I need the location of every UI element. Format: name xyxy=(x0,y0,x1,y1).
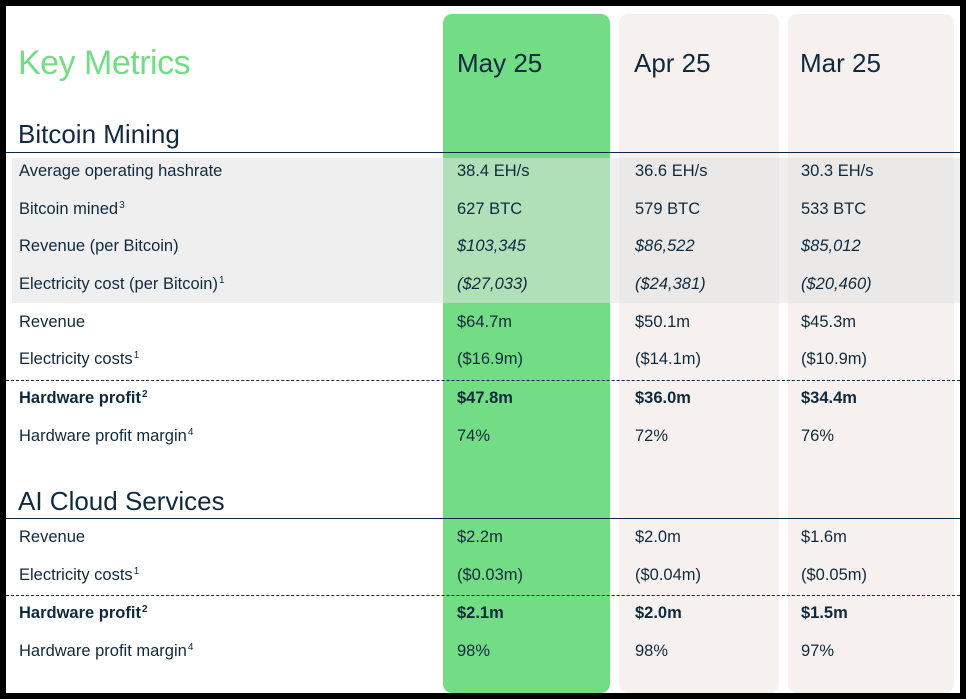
value-apr: $2.0m xyxy=(635,604,682,622)
value-may: ($27,033) xyxy=(457,275,528,293)
table-row: Hardware profit margin4 98% 98% 97% xyxy=(6,642,960,666)
section-divider xyxy=(6,152,960,153)
value-apr: ($14.1m) xyxy=(635,350,702,368)
value-mar: $34.4m xyxy=(801,389,857,407)
footnote-marker: 2 xyxy=(141,603,148,615)
value-may: ($0.03m) xyxy=(457,566,524,584)
footnote-marker: 1 xyxy=(133,349,140,361)
footnote-marker: 4 xyxy=(187,641,194,653)
value-may: $2.1m xyxy=(457,604,504,622)
section-title-ai: AI Cloud Services xyxy=(18,486,225,516)
row-label: Revenue xyxy=(19,528,86,546)
value-may: $64.7m xyxy=(457,313,513,331)
value-may: ($16.9m) xyxy=(457,350,524,368)
page-title: Key Metrics xyxy=(18,44,191,82)
value-mar: 76% xyxy=(801,427,835,445)
table-row: Hardware profit2 $47.8m $36.0m $34.4m xyxy=(6,389,960,413)
table-row: Average operating hashrate 38.4 EH/s 36.… xyxy=(6,162,960,186)
value-mar: $45.3m xyxy=(801,313,857,331)
value-apr: 98% xyxy=(635,642,669,660)
value-apr: $36.0m xyxy=(635,389,691,407)
column-header-may: May 25 xyxy=(457,48,543,78)
value-may: $2.2m xyxy=(457,528,503,546)
column-header-mar: Mar 25 xyxy=(800,48,881,78)
table-row: Revenue $2.2m $2.0m $1.6m xyxy=(6,528,960,552)
footnote-marker: 4 xyxy=(187,426,194,438)
row-label: Electricity costs1 xyxy=(19,349,140,368)
value-apr: ($0.04m) xyxy=(635,566,702,584)
row-label: Hardware profit margin4 xyxy=(19,641,194,660)
row-label: Electricity costs1 xyxy=(19,565,140,584)
row-label: Hardware profit margin4 xyxy=(19,426,194,445)
value-mar: $85,012 xyxy=(801,237,861,255)
footnote-marker: 1 xyxy=(133,565,140,577)
value-mar: 533 BTC xyxy=(801,200,867,218)
value-apr: 579 BTC xyxy=(635,200,701,218)
value-may: 627 BTC xyxy=(457,200,523,218)
value-mar: 30.3 EH/s xyxy=(801,162,874,180)
table-row: Hardware profit margin4 74% 72% 76% xyxy=(6,427,960,451)
value-mar: ($10.9m) xyxy=(801,350,868,368)
value-may: 38.4 EH/s xyxy=(457,162,530,180)
row-label: Revenue xyxy=(19,313,86,331)
value-mar: 97% xyxy=(801,642,835,660)
value-mar: ($0.05m) xyxy=(801,566,868,584)
value-mar: $1.5m xyxy=(801,604,848,622)
footnote-marker: 1 xyxy=(218,274,225,286)
table-row: Electricity cost (per Bitcoin)1 ($27,033… xyxy=(6,275,960,299)
table-row: Hardware profit2 $2.1m $2.0m $1.5m xyxy=(6,604,960,628)
table-row: Electricity costs1 ($16.9m) ($14.1m) ($1… xyxy=(6,350,960,374)
row-shading xyxy=(12,158,960,303)
subtotal-divider xyxy=(6,380,960,381)
value-may: 74% xyxy=(457,427,491,445)
row-label: Average operating hashrate xyxy=(19,162,223,180)
value-may: 98% xyxy=(457,642,491,660)
section-divider xyxy=(6,518,960,519)
subtotal-divider xyxy=(6,595,960,596)
value-mar: ($20,460) xyxy=(801,275,872,293)
value-apr: $2.0m xyxy=(635,528,681,546)
column-highlight-may xyxy=(443,14,610,693)
table-row: Revenue (per Bitcoin) $103,345 $86,522 $… xyxy=(6,237,960,261)
column-bg-apr xyxy=(619,14,779,693)
row-label: Bitcoin mined3 xyxy=(19,199,125,218)
value-mar: $1.6m xyxy=(801,528,847,546)
column-header-apr: Apr 25 xyxy=(634,48,711,78)
column-bg-mar xyxy=(788,14,954,693)
value-may: $47.8m xyxy=(457,389,513,407)
value-apr: 72% xyxy=(635,427,669,445)
value-apr: $86,522 xyxy=(635,237,695,255)
footnote-marker: 2 xyxy=(141,388,148,400)
section-title-bitcoin: Bitcoin Mining xyxy=(18,119,180,149)
table-row: Revenue $64.7m $50.1m $45.3m xyxy=(6,313,960,337)
row-label: Revenue (per Bitcoin) xyxy=(19,237,179,255)
table-row: Electricity costs1 ($0.03m) ($0.04m) ($0… xyxy=(6,566,960,590)
value-apr: ($24,381) xyxy=(635,275,706,293)
value-apr: 36.6 EH/s xyxy=(635,162,708,180)
row-label: Hardware profit2 xyxy=(19,603,148,622)
footnote-marker: 3 xyxy=(119,199,125,211)
value-may: $103,345 xyxy=(457,237,526,255)
row-label: Electricity cost (per Bitcoin)1 xyxy=(19,274,225,293)
metrics-panel: Key Metrics May 25 Apr 25 Mar 25 Bitcoin… xyxy=(6,6,960,693)
value-apr: $50.1m xyxy=(635,313,691,331)
table-row: Bitcoin mined3 627 BTC 579 BTC 533 BTC xyxy=(6,200,960,224)
row-label: Hardware profit2 xyxy=(19,388,148,407)
